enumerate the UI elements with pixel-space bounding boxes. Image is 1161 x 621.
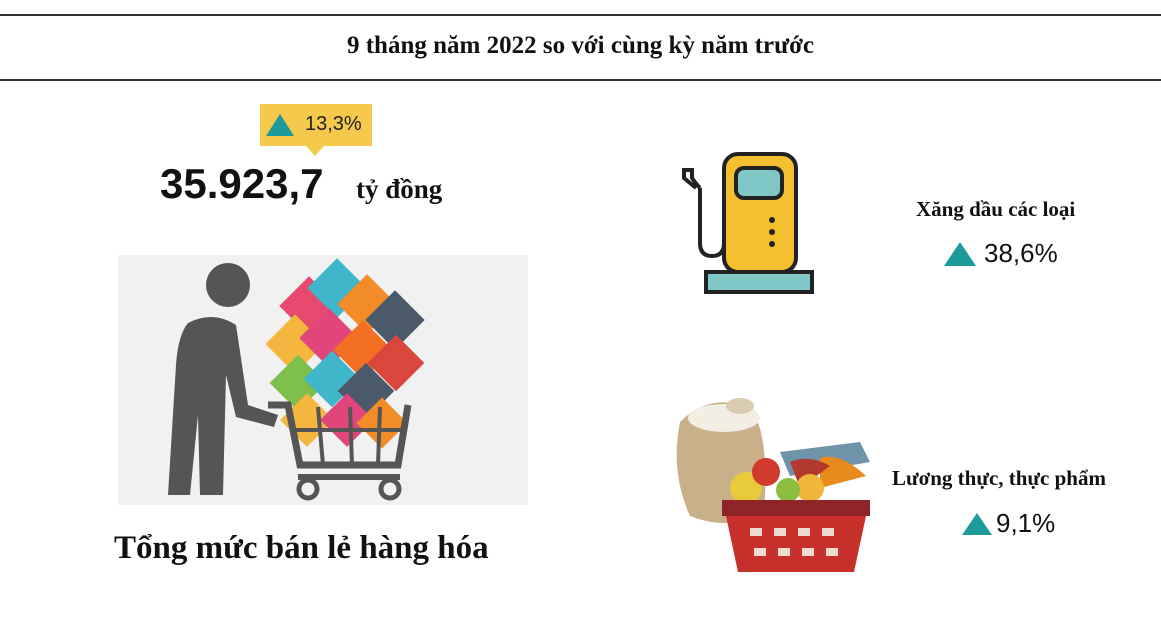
category-label-fuel: Xăng dầu các loại [916,197,1076,221]
up-triangle-icon [962,513,992,535]
header-divider [0,79,1161,81]
main-label: Tổng mức bán lẻ hàng hóa [114,530,489,566]
total-growth-value: 13,3% [305,113,362,135]
category-label-food: Lương thực, thực phẩm [892,466,1106,490]
up-triangle-icon [944,242,976,266]
fuel-pump-icon [682,152,814,294]
up-triangle-icon [266,114,294,136]
category-growth-fuel: 38,6% [984,238,1058,268]
total-unit: tỷ đồng [356,174,443,204]
food-basket-icon [676,398,870,572]
shopper-with-cart-icon [118,255,528,505]
total-value: 35.923,7 [160,160,324,207]
growth-badge-pointer [306,146,324,156]
category-growth-food: 9,1% [996,508,1056,538]
page-title: 9 tháng năm 2022 so với cùng kỳ năm trướ… [346,32,815,59]
top-divider [0,14,1161,16]
